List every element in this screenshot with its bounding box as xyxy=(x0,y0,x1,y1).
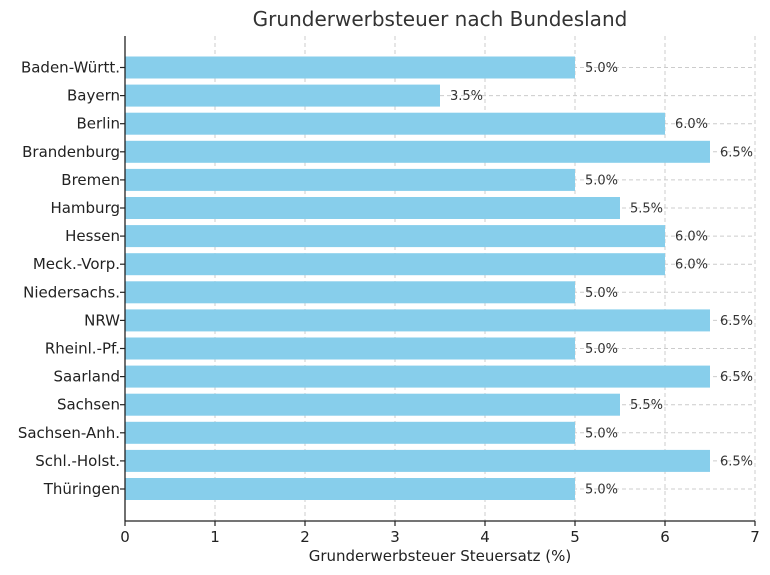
value-label: 5.5% xyxy=(630,202,663,217)
category-label: Bremen xyxy=(61,171,120,189)
value-label: 6.5% xyxy=(720,145,753,160)
value-label: 6.5% xyxy=(720,454,753,469)
bar xyxy=(125,281,575,304)
value-label: 5.0% xyxy=(585,61,618,76)
category-label: Sachsen xyxy=(57,396,120,414)
grid xyxy=(124,36,756,521)
category-label: NRW xyxy=(84,311,120,329)
bar xyxy=(125,449,710,472)
value-label: 3.5% xyxy=(450,89,483,104)
category-label: Hessen xyxy=(65,227,120,245)
bar xyxy=(125,421,575,444)
category-label: Rheinl.-Pf. xyxy=(45,340,120,358)
x-tick-label: 6 xyxy=(660,528,670,546)
bar xyxy=(125,197,620,219)
category-label: Thüringen xyxy=(43,480,120,498)
value-label: 5.5% xyxy=(630,398,663,413)
bar xyxy=(125,112,665,135)
bar xyxy=(125,253,665,276)
category-label: Hamburg xyxy=(50,199,120,217)
bar xyxy=(125,225,665,248)
category-label: Brandenburg xyxy=(22,143,120,161)
x-tick-label: 1 xyxy=(210,528,220,546)
x-tick-label: 7 xyxy=(750,528,760,546)
x-tick-label: 4 xyxy=(480,528,490,546)
data-labels: 5.0% 3.5% 6.0% 6.5% 5.0% 5.5% 6.0% 6.0% 5.0% 6.5%… xyxy=(450,61,753,498)
value-label: 6.5% xyxy=(720,314,753,329)
bar xyxy=(125,365,710,388)
value-label: 5.0% xyxy=(585,286,618,301)
value-label: 6.0% xyxy=(675,258,708,273)
x-tick-label: 3 xyxy=(390,528,400,546)
category-label: Bayern xyxy=(67,87,120,105)
chart-title: Grunderwerbsteuer nach Bundesland xyxy=(253,7,628,31)
bar xyxy=(125,168,575,191)
bar xyxy=(125,393,620,416)
value-label: 6.0% xyxy=(675,230,708,245)
category-label: Niedersachs. xyxy=(23,283,120,301)
category-label: Saarland xyxy=(54,368,120,386)
bar xyxy=(125,84,440,107)
value-label: 6.0% xyxy=(675,117,708,132)
bar xyxy=(125,56,575,79)
value-label: 6.5% xyxy=(720,370,753,385)
axes: 0 1 2 3 4 5 6 7 Baden-Württ. Bayern Berlin Brandenb… xyxy=(18,36,760,546)
bar xyxy=(125,140,710,163)
category-label: Sachsen-Anh. xyxy=(18,424,120,442)
bar xyxy=(125,337,575,360)
value-label: 5.0% xyxy=(585,426,618,441)
x-tick-label: 0 xyxy=(120,528,130,546)
category-label: Baden-Württ. xyxy=(21,59,120,77)
category-label: Berlin xyxy=(76,115,120,133)
x-tick-label: 5 xyxy=(570,528,580,546)
category-label: Schl.-Holst. xyxy=(35,452,120,470)
bar xyxy=(125,478,575,500)
bar xyxy=(125,309,710,332)
x-axis-label: Grunderwerbsteuer Steuersatz (%) xyxy=(309,547,572,565)
value-label: 5.0% xyxy=(585,342,618,357)
bars xyxy=(125,56,710,500)
value-label: 5.0% xyxy=(585,173,618,188)
value-label: 5.0% xyxy=(585,483,618,498)
category-label: Meck.-Vorp. xyxy=(33,255,120,273)
x-tick-label: 2 xyxy=(300,528,310,546)
